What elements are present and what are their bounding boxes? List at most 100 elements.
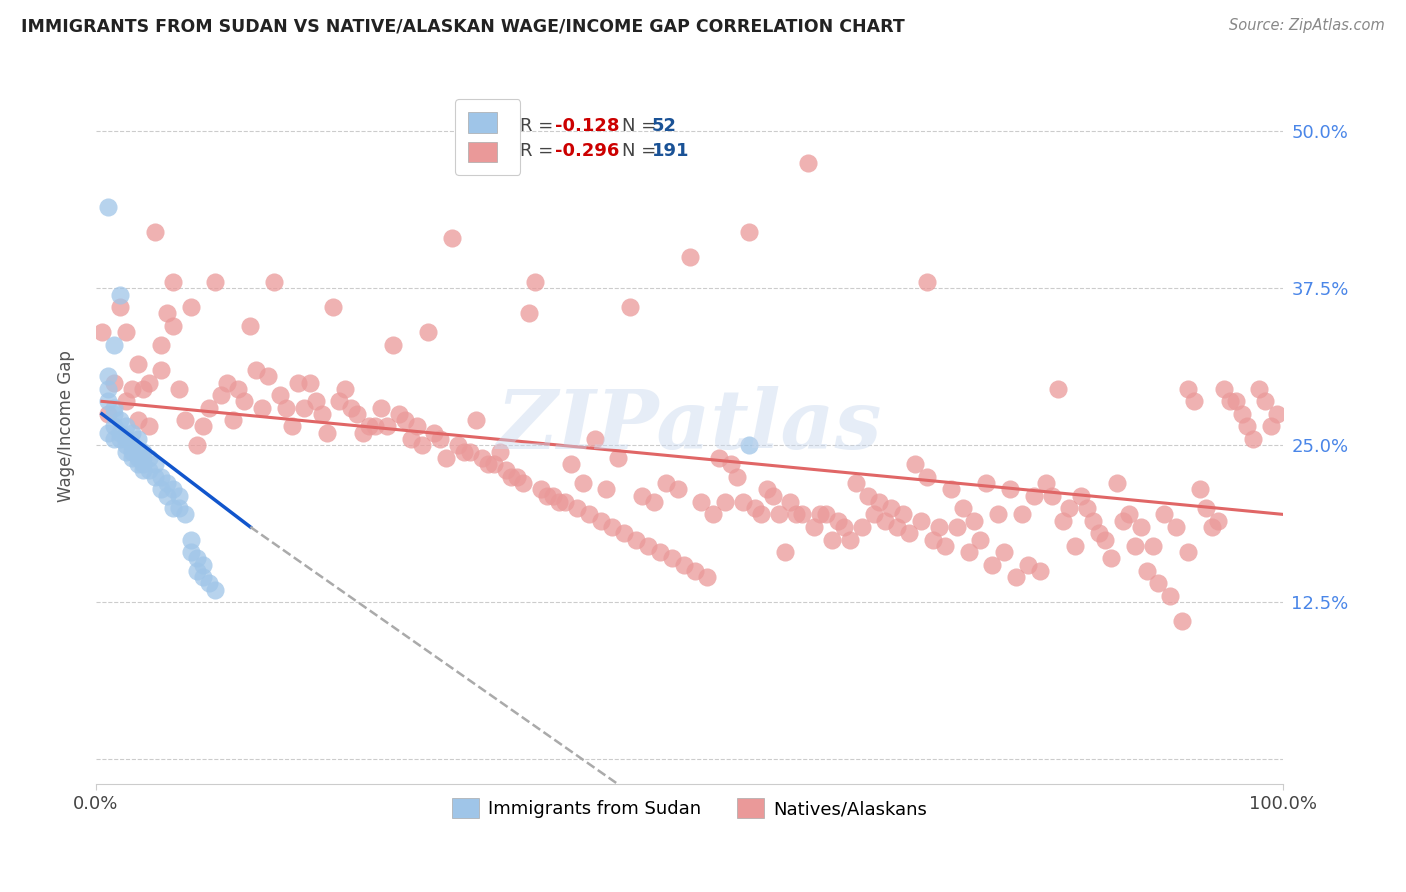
Point <box>1195 501 1218 516</box>
Point <box>939 483 962 497</box>
Point <box>595 483 617 497</box>
Point <box>915 469 938 483</box>
Point <box>447 438 470 452</box>
Point <box>482 457 505 471</box>
Point <box>287 376 309 390</box>
Point <box>696 570 718 584</box>
Point <box>1105 475 1128 490</box>
Text: Source: ZipAtlas.com: Source: ZipAtlas.com <box>1229 18 1385 33</box>
Point <box>114 438 136 452</box>
Point <box>464 413 486 427</box>
Point <box>541 489 564 503</box>
Point <box>423 425 446 440</box>
Point <box>108 425 131 440</box>
Point <box>1011 508 1033 522</box>
Point <box>162 275 184 289</box>
Point <box>725 469 748 483</box>
Point <box>501 469 523 483</box>
Point <box>548 495 571 509</box>
Point <box>1182 394 1205 409</box>
Point <box>1029 564 1052 578</box>
Point <box>797 155 820 169</box>
Point <box>145 225 167 239</box>
Point <box>755 483 778 497</box>
Point <box>554 495 576 509</box>
Point <box>904 457 927 471</box>
Point <box>792 508 814 522</box>
Point <box>145 457 167 471</box>
Point <box>808 508 831 522</box>
Point <box>114 326 136 340</box>
Point <box>583 432 606 446</box>
Point <box>1005 570 1028 584</box>
Point <box>565 501 588 516</box>
Point <box>311 407 333 421</box>
Point <box>132 457 155 471</box>
Point <box>204 275 226 289</box>
Point <box>121 450 143 465</box>
Point <box>357 419 380 434</box>
Point <box>138 450 160 465</box>
Point <box>981 558 1004 572</box>
Point <box>114 394 136 409</box>
Point <box>180 545 202 559</box>
Point <box>453 444 475 458</box>
Point <box>1017 558 1039 572</box>
Text: 191: 191 <box>651 142 689 160</box>
Point <box>405 419 427 434</box>
Point <box>1059 501 1081 516</box>
Point <box>875 514 897 528</box>
Point <box>655 475 678 490</box>
Point <box>578 508 600 522</box>
Point <box>257 369 280 384</box>
Point <box>785 508 807 522</box>
Point <box>269 388 291 402</box>
Point <box>1236 419 1258 434</box>
Point <box>127 357 149 371</box>
Point <box>1064 539 1087 553</box>
Point <box>228 382 250 396</box>
Point <box>945 520 967 534</box>
Point <box>827 514 849 528</box>
Point <box>108 413 131 427</box>
Point <box>156 489 179 503</box>
Point <box>97 369 120 384</box>
Point <box>103 401 125 415</box>
Point <box>103 376 125 390</box>
Point <box>1177 382 1199 396</box>
Point <box>221 413 243 427</box>
Point <box>1035 475 1057 490</box>
Point <box>560 457 582 471</box>
Point <box>869 495 891 509</box>
Point <box>880 501 903 516</box>
Point <box>340 401 363 415</box>
Point <box>108 287 131 301</box>
Point <box>1201 520 1223 534</box>
Point <box>162 483 184 497</box>
Point <box>91 326 114 340</box>
Point <box>779 495 801 509</box>
Point <box>1052 514 1074 528</box>
Point <box>114 444 136 458</box>
Point <box>915 275 938 289</box>
Point <box>738 225 761 239</box>
Point <box>167 489 190 503</box>
Point <box>352 425 374 440</box>
Point <box>108 300 131 314</box>
Point <box>1142 539 1164 553</box>
Point <box>637 539 659 553</box>
Point <box>209 388 232 402</box>
Point <box>619 300 641 314</box>
Point <box>138 419 160 434</box>
Point <box>186 551 208 566</box>
Point <box>150 469 173 483</box>
Point <box>709 450 731 465</box>
Point <box>274 401 297 415</box>
Point <box>1022 489 1045 503</box>
Point <box>512 475 534 490</box>
Point <box>998 483 1021 497</box>
Point <box>429 432 451 446</box>
Point <box>631 489 654 503</box>
Point <box>328 394 350 409</box>
Point <box>571 475 593 490</box>
